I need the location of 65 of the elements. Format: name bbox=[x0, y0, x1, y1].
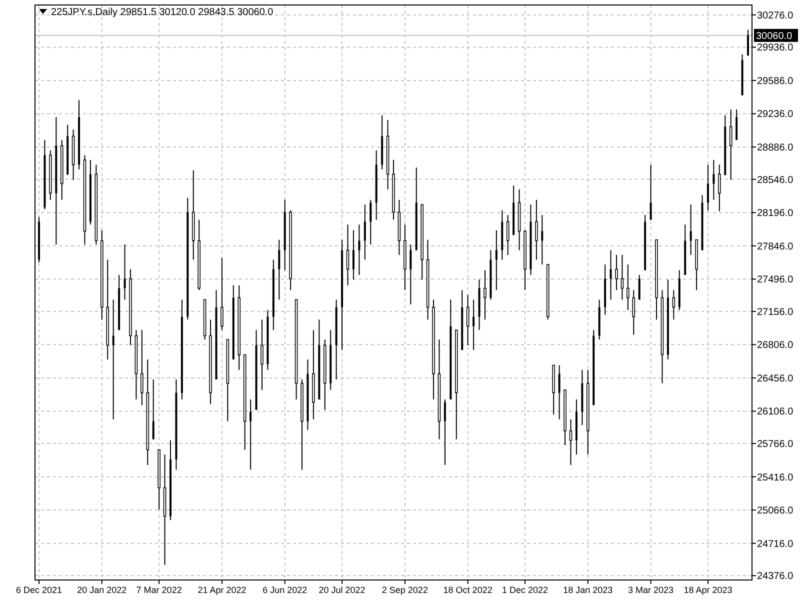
y-tick-label: 29586.0 bbox=[757, 76, 794, 87]
y-tick-label: 24376.0 bbox=[757, 571, 794, 582]
y-tick-label: 26456.0 bbox=[757, 373, 794, 384]
candlestick bbox=[615, 254, 618, 291]
candlestick bbox=[364, 204, 366, 260]
y-tick-label: 25416.0 bbox=[757, 472, 794, 484]
candlestick bbox=[495, 230, 498, 291]
candlestick bbox=[260, 319, 264, 390]
y-tick-label: 28196.0 bbox=[757, 208, 794, 220]
y-tick-label: 25766.0 bbox=[757, 439, 794, 450]
y-tick-label: 27156.0 bbox=[757, 306, 794, 318]
y-tick-label: 27846.0 bbox=[757, 241, 794, 252]
candlestick bbox=[444, 398, 446, 466]
candlestick bbox=[352, 230, 354, 280]
candlestick bbox=[484, 270, 486, 320]
candlestick bbox=[152, 378, 154, 440]
candlestick bbox=[736, 109, 738, 140]
candlestick bbox=[747, 29, 749, 56]
candlestick bbox=[506, 214, 510, 256]
x-tick-label: 18 Apr 2023 bbox=[684, 585, 732, 595]
y-tick-label: 29936.0 bbox=[757, 42, 794, 54]
x-tick-label: 6 Dec 2021 bbox=[16, 585, 62, 595]
candlestick bbox=[712, 159, 715, 200]
candlestick bbox=[220, 257, 224, 331]
candlestick bbox=[278, 239, 280, 300]
y-tick-label: 26106.0 bbox=[757, 406, 794, 418]
candlestick bbox=[650, 164, 652, 220]
x-tick-label: 18 Oct 2022 bbox=[443, 585, 492, 595]
candlestick bbox=[638, 274, 640, 300]
x-tick-label: 2 Sep 2022 bbox=[382, 585, 428, 595]
candlestick bbox=[124, 244, 126, 300]
candlestick bbox=[140, 330, 144, 406]
candlestick bbox=[610, 250, 612, 300]
candlestick bbox=[632, 290, 636, 336]
chart-title: 225JPY.s,Daily 29851.5 30120.0 29843.5 30060.0 bbox=[51, 7, 274, 18]
candlestick bbox=[370, 199, 372, 246]
y-tick-label: 24716.0 bbox=[757, 538, 794, 550]
candlestick bbox=[250, 398, 252, 470]
y-tick-label: 28546.0 bbox=[757, 174, 794, 186]
candlestick bbox=[690, 204, 692, 256]
candlestick bbox=[541, 214, 544, 265]
y-tick-label: 29236.0 bbox=[757, 109, 794, 120]
y-tick-label: 25066.0 bbox=[757, 506, 794, 517]
y-tick-label: 28886.0 bbox=[757, 142, 794, 154]
candlestick bbox=[472, 299, 475, 350]
x-tick-label: 18 Jan 2023 bbox=[563, 585, 613, 595]
x-tick-label: 1 Dec 2022 bbox=[502, 585, 548, 595]
x-tick-label: 6 Jun 2022 bbox=[262, 585, 308, 595]
candlestick bbox=[706, 164, 709, 211]
candlestick bbox=[718, 164, 721, 212]
candlestick bbox=[558, 364, 560, 420]
x-tick-label: 20 Jul 2022 bbox=[318, 585, 366, 595]
x-tick-label: 3 Mar 2023 bbox=[628, 585, 674, 595]
candlestick bbox=[410, 244, 412, 305]
y-tick-label: 30276.0 bbox=[757, 10, 794, 22]
candlestick bbox=[626, 264, 630, 311]
x-tick-label: 21 Apr 2022 bbox=[198, 585, 246, 595]
x-tick-label: 7 Mar 2022 bbox=[136, 585, 182, 595]
candlestick bbox=[112, 299, 114, 420]
y-tick-label: 27496.0 bbox=[757, 274, 794, 286]
y-tick-label: 26806.0 bbox=[757, 340, 794, 352]
candlestick bbox=[535, 199, 538, 260]
x-tick-label: 20 Jan 2022 bbox=[77, 585, 127, 595]
candlestick bbox=[358, 224, 360, 276]
ref-line-label: 30060.0 bbox=[756, 30, 793, 42]
